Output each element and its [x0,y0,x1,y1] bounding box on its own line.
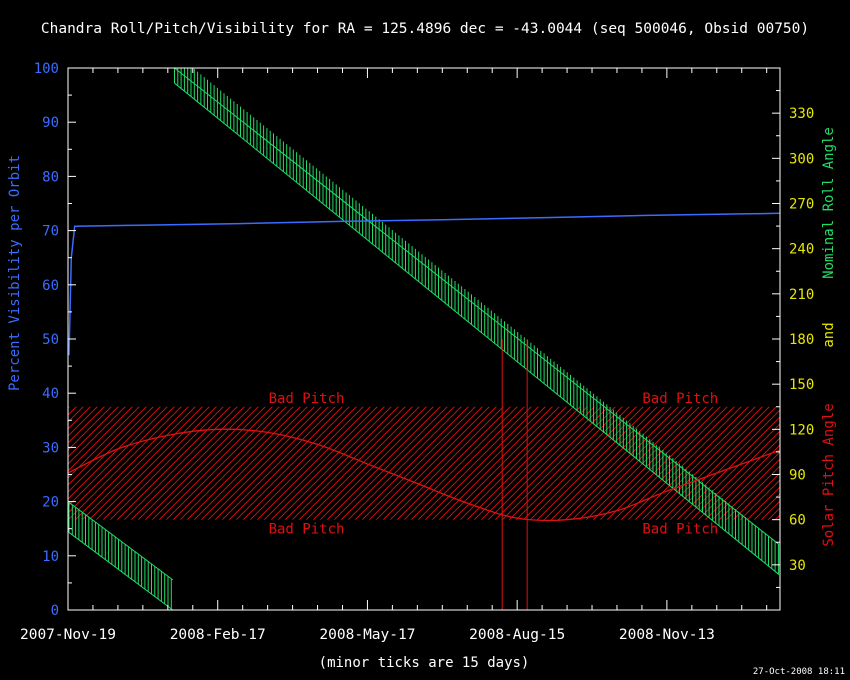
left-axis-tick-label: 90 [42,115,59,131]
roll-envelope [174,67,780,545]
right-axis-label-and: and [821,322,837,347]
right-axis-tick-label: 240 [789,242,814,258]
right-axis-tick-label: 150 [789,377,814,393]
bad-pitch-label: Bad Pitch [269,522,345,538]
x-axis-tick-label: 2008-Nov-13 [619,627,715,643]
solar-pitch-line [67,428,781,522]
bad-pitch-hatch [68,406,780,520]
bad-pitch-label: Bad Pitch [642,391,718,407]
chart-title: Chandra Roll/Pitch/Visibility for RA = 1… [41,21,809,37]
x-axis-tick-label: 2008-Feb-17 [170,627,266,643]
left-axis: 0 10 20 30 40 50 60 70 80 90 100 [34,61,76,619]
left-axis-tick-label: 80 [42,169,59,185]
left-axis-tick-label: 10 [42,549,59,565]
right-axis-label-pitch: Solar Pitch Angle [821,403,837,546]
left-axis-tick-label: 30 [42,440,59,456]
x-axis-tick-label: 2008-May-17 [319,627,415,643]
right-axis-tick-label: 180 [789,332,814,348]
roll-envelope [68,501,174,581]
visibility-line [68,212,781,356]
right-axis-tick-label: 120 [789,422,814,438]
right-axis-tick-label: 60 [789,513,806,529]
right-axis-tick-label: 300 [789,151,814,167]
left-axis-tick-label: 60 [42,278,59,294]
left-axis-tick-label: 20 [42,495,59,511]
roll-angle-series [68,67,780,611]
right-axis-label: Nominal Roll Angle and Solar Pitch Angle [821,127,837,547]
right-axis-tick-label: 270 [789,197,814,213]
roll-envelope [68,532,174,611]
x-axis: 2007-Nov-19 2008-Feb-17 2008-May-17 2008-Au… [20,68,768,643]
right-axis-tick-label: 90 [789,468,806,484]
right-axis-label-roll: Nominal Roll Angle [821,127,837,279]
x-axis-tick-label: 2007-Nov-19 [20,627,116,643]
left-axis-tick-label: 100 [34,61,59,77]
left-axis-tick-label: 70 [42,224,59,240]
left-axis-tick-label: 0 [51,603,59,619]
right-axis: 30 60 90 120 150 180 210 240 270 300 330 [772,90,814,588]
footer-timestamp: 27-Oct-2008 18:11 [753,667,845,677]
observation-window [501,339,528,610]
left-axis-tick-label: 40 [42,386,59,402]
visibility-series [68,212,781,356]
roll-envelope [174,82,780,575]
right-axis-tick-label: 30 [789,558,806,574]
bad-pitch-label: Bad Pitch [269,391,345,407]
x-axis-tick-label: 2008-Aug-15 [469,627,565,643]
left-axis-label: Percent Visibility per Orbit [7,155,23,391]
bad-pitch-band: Bad Pitch Bad Pitch Bad Pitch Bad Pitch [68,391,780,538]
right-axis-tick-label: 210 [789,287,814,303]
solar-pitch-series [67,428,781,522]
bad-pitch-label: Bad Pitch [642,522,718,538]
x-axis-label: (minor ticks are 15 days) [319,655,530,671]
left-axis-tick-label: 50 [42,332,59,348]
right-axis-tick-label: 330 [789,106,814,122]
